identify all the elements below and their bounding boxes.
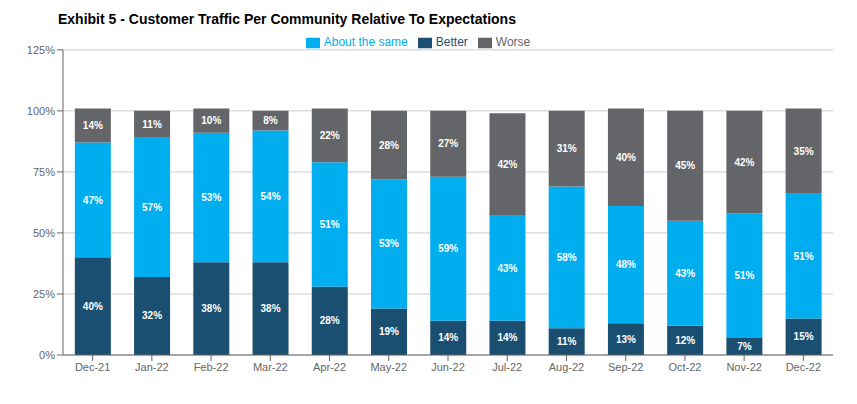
svg-text:May-22: May-22 <box>370 361 407 373</box>
svg-text:Dec-22: Dec-22 <box>786 361 821 373</box>
svg-text:43%: 43% <box>675 268 695 279</box>
svg-text:8%: 8% <box>263 115 278 126</box>
svg-text:Aug-22: Aug-22 <box>549 361 584 373</box>
svg-text:51%: 51% <box>320 219 340 230</box>
svg-text:50%: 50% <box>33 227 55 239</box>
svg-text:42%: 42% <box>734 157 754 168</box>
svg-text:47%: 47% <box>83 195 103 206</box>
svg-text:38%: 38% <box>201 303 221 314</box>
svg-text:Sep-22: Sep-22 <box>608 361 643 373</box>
svg-text:28%: 28% <box>379 140 399 151</box>
svg-text:Nov-22: Nov-22 <box>726 361 761 373</box>
svg-text:25%: 25% <box>33 288 55 300</box>
svg-text:0%: 0% <box>39 349 55 361</box>
svg-text:Jun-22: Jun-22 <box>431 361 465 373</box>
svg-text:27%: 27% <box>438 138 458 149</box>
svg-text:Oct-22: Oct-22 <box>668 361 701 373</box>
svg-text:Apr-22: Apr-22 <box>313 361 346 373</box>
svg-text:Jul-22: Jul-22 <box>492 361 522 373</box>
svg-text:58%: 58% <box>557 252 577 263</box>
svg-text:75%: 75% <box>33 166 55 178</box>
svg-text:40%: 40% <box>616 152 636 163</box>
svg-text:7%: 7% <box>737 341 752 352</box>
svg-text:Mar-22: Mar-22 <box>253 361 288 373</box>
svg-text:42%: 42% <box>497 159 517 170</box>
svg-text:38%: 38% <box>261 303 281 314</box>
svg-text:57%: 57% <box>142 202 162 213</box>
svg-text:45%: 45% <box>675 160 695 171</box>
svg-text:51%: 51% <box>794 251 814 262</box>
html-text:About the same: About the same <box>323 35 408 49</box>
svg-text:51%: 51% <box>734 270 754 281</box>
svg-text:28%: 28% <box>320 315 340 326</box>
svg-text:15%: 15% <box>794 331 814 342</box>
svg-text:14%: 14% <box>83 120 103 131</box>
svg-text:Dec-21: Dec-21 <box>75 361 110 373</box>
svg-text:22%: 22% <box>320 130 340 141</box>
html-text:Exhibit 5 - Customer Traffic P: Exhibit 5 - Customer Traffic Per Communi… <box>58 11 516 27</box>
svg-text:53%: 53% <box>379 238 399 249</box>
svg-text:12%: 12% <box>675 335 695 346</box>
svg-text:10%: 10% <box>201 115 221 126</box>
svg-text:54%: 54% <box>261 191 281 202</box>
svg-text:11%: 11% <box>557 336 577 347</box>
svg-text:14%: 14% <box>497 332 517 343</box>
html-text:Worse: Worse <box>495 35 531 49</box>
svg-text:32%: 32% <box>142 310 162 321</box>
svg-text:11%: 11% <box>142 119 162 130</box>
svg-text:31%: 31% <box>557 143 577 154</box>
svg-text:59%: 59% <box>438 243 458 254</box>
svg-text:43%: 43% <box>497 263 517 274</box>
svg-text:125%: 125% <box>27 44 55 56</box>
svg-text:13%: 13% <box>616 334 636 345</box>
svg-text:48%: 48% <box>616 259 636 270</box>
svg-text:35%: 35% <box>794 146 814 157</box>
svg-text:100%: 100% <box>27 105 55 117</box>
svg-text:53%: 53% <box>201 192 221 203</box>
svg-text:40%: 40% <box>83 301 103 312</box>
svg-text:19%: 19% <box>379 326 399 337</box>
html-text:Better: Better <box>435 35 468 49</box>
svg-text:Feb-22: Feb-22 <box>194 361 229 373</box>
svg-text:Jan-22: Jan-22 <box>135 361 169 373</box>
svg-text:14%: 14% <box>438 332 458 343</box>
